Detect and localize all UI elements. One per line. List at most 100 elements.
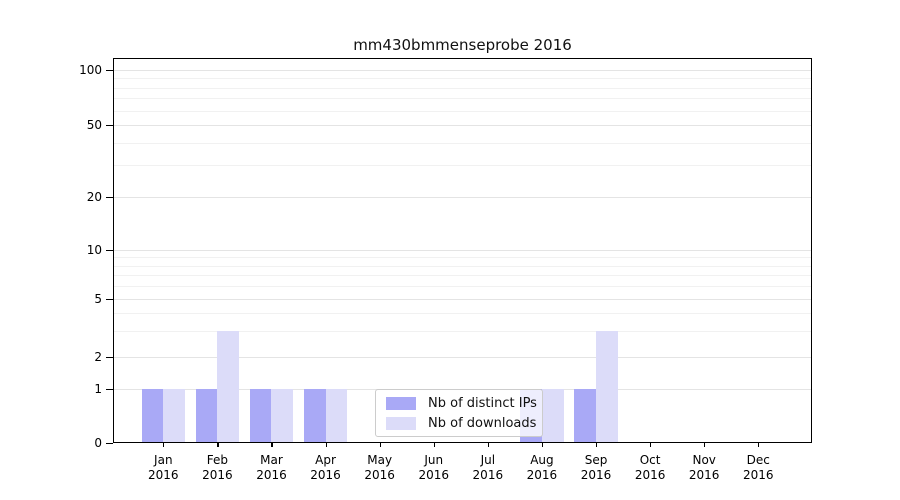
y-tick-mark	[106, 443, 113, 445]
y-tick-label: 5	[94, 292, 102, 307]
x-tick-month: Feb	[206, 453, 228, 467]
x-tick-mark	[271, 443, 273, 447]
gridline-minor	[114, 265, 811, 267]
x-tick-label-jul: Jul 2016	[456, 453, 520, 483]
x-tick-month: Jan	[154, 453, 173, 467]
x-tick-year: 2016	[743, 468, 774, 482]
x-tick-year: 2016	[418, 468, 450, 482]
x-tick-label-may: May 2016	[348, 453, 412, 483]
y-tick-label: 10	[86, 243, 102, 257]
y-tick-mark	[106, 70, 113, 72]
x-tick-month: Aug	[530, 453, 554, 467]
x-tick-mark	[487, 443, 490, 447]
gridline-major	[114, 299, 811, 301]
y-tick-mark	[106, 356, 113, 358]
bar-downloads-aug	[541, 388, 564, 443]
x-tick-label-dec: Dec 2016	[726, 453, 790, 483]
y-tick-mark	[106, 197, 113, 199]
x-tick-month: Apr	[315, 453, 336, 467]
bar-downloads-apr	[325, 388, 348, 443]
legend-swatch-distinct-ips	[386, 396, 416, 410]
legend-label-distinct-ips: Nb of distinct IPs	[428, 395, 537, 411]
legend: Nb of distinct IPs Nb of downloads	[375, 389, 543, 437]
y-tick-mark	[106, 299, 113, 301]
x-tick-month: Jun	[424, 453, 444, 467]
x-tick-month: Mar	[260, 453, 283, 467]
x-tick-month: Dec	[746, 453, 770, 467]
x-tick-label-jan: Jan 2016	[131, 453, 195, 483]
bar-distinct-ips-apr	[303, 388, 326, 443]
y-tick-mark	[106, 388, 113, 390]
x-tick-label-oct: Oct 2016	[618, 453, 682, 483]
x-tick-mark	[325, 443, 327, 447]
legend-label-downloads: Nb of downloads	[428, 415, 537, 431]
x-tick-month: Sep	[584, 453, 608, 467]
gridline-minor	[114, 87, 811, 89]
gridline-minor	[114, 331, 811, 333]
x-tick-mark	[704, 443, 706, 447]
legend-entry-downloads: Nb of downloads	[386, 416, 536, 431]
x-tick-mark	[217, 443, 219, 447]
bar-downloads-feb	[217, 331, 239, 443]
bar-distinct-ips-jan	[141, 388, 164, 443]
gridline-minor	[114, 257, 811, 259]
gridline-major	[114, 70, 811, 71]
bar-downloads-mar	[271, 388, 294, 443]
x-tick-label-mar: Mar 2016	[239, 453, 303, 483]
gridline-minor	[114, 142, 811, 144]
bar-distinct-ips-mar	[249, 388, 272, 443]
legend-entry-distinct-ips: Nb of distinct IPs	[386, 396, 537, 411]
x-tick-label-jun: Jun 2016	[402, 453, 466, 483]
y-tick-label: 0	[94, 436, 102, 450]
gridline-major	[114, 125, 811, 126]
x-tick-mark	[433, 443, 435, 447]
x-tick-month: Jul	[480, 453, 496, 467]
bar-distinct-ips-sep	[574, 388, 596, 443]
x-tick-year: 2016	[148, 468, 179, 482]
gridline-major	[114, 356, 811, 358]
bar-distinct-ips-feb	[195, 388, 218, 443]
x-tick-year: 2016	[310, 468, 341, 482]
y-tick-label: 1	[94, 381, 102, 396]
bar-downloads-sep	[596, 331, 618, 443]
x-tick-year: 2016	[364, 468, 395, 482]
x-tick-label-nov: Nov 2016	[672, 453, 736, 483]
gridline-minor	[114, 165, 811, 167]
x-tick-mark	[163, 443, 165, 447]
x-tick-year: 2016	[472, 468, 504, 482]
x-tick-year: 2016	[634, 468, 666, 482]
x-tick-year: 2016	[580, 468, 612, 482]
x-tick-month: Nov	[692, 453, 716, 467]
x-tick-label-feb: Feb 2016	[185, 453, 249, 483]
x-tick-mark	[379, 443, 381, 447]
x-tick-mark	[650, 443, 652, 447]
y-tick-label: 20	[86, 190, 102, 204]
x-tick-year: 2016	[688, 468, 720, 482]
gridline-minor	[114, 275, 811, 277]
x-tick-year: 2016	[202, 468, 233, 482]
x-tick-label-apr: Apr 2016	[294, 453, 358, 483]
x-tick-year: 2016	[526, 468, 558, 482]
y-tick-label: 50	[86, 118, 102, 132]
gridline-major	[114, 197, 811, 198]
gridline-major	[114, 250, 811, 251]
x-tick-month: May	[367, 453, 393, 467]
x-tick-label-aug: Aug 2016	[510, 453, 574, 483]
legend-swatch-downloads	[386, 416, 416, 430]
gridline-minor	[114, 286, 811, 288]
x-tick-mark	[596, 443, 598, 447]
y-tick-label: 2	[94, 349, 102, 364]
y-tick-label: 100	[79, 63, 102, 77]
y-tick-mark	[106, 250, 113, 252]
x-tick-label-sep: Sep 2016	[564, 453, 628, 483]
gridline-minor	[114, 110, 811, 112]
gridline-minor	[114, 98, 811, 100]
gridline-minor	[114, 78, 811, 80]
chart-title: mm430bmmenseprobe 2016	[353, 36, 572, 54]
x-tick-mark	[758, 443, 760, 447]
y-tick-mark	[106, 125, 113, 127]
x-tick-month: Oct	[639, 453, 661, 467]
gridline-minor	[114, 313, 811, 315]
x-tick-year: 2016	[256, 468, 287, 482]
